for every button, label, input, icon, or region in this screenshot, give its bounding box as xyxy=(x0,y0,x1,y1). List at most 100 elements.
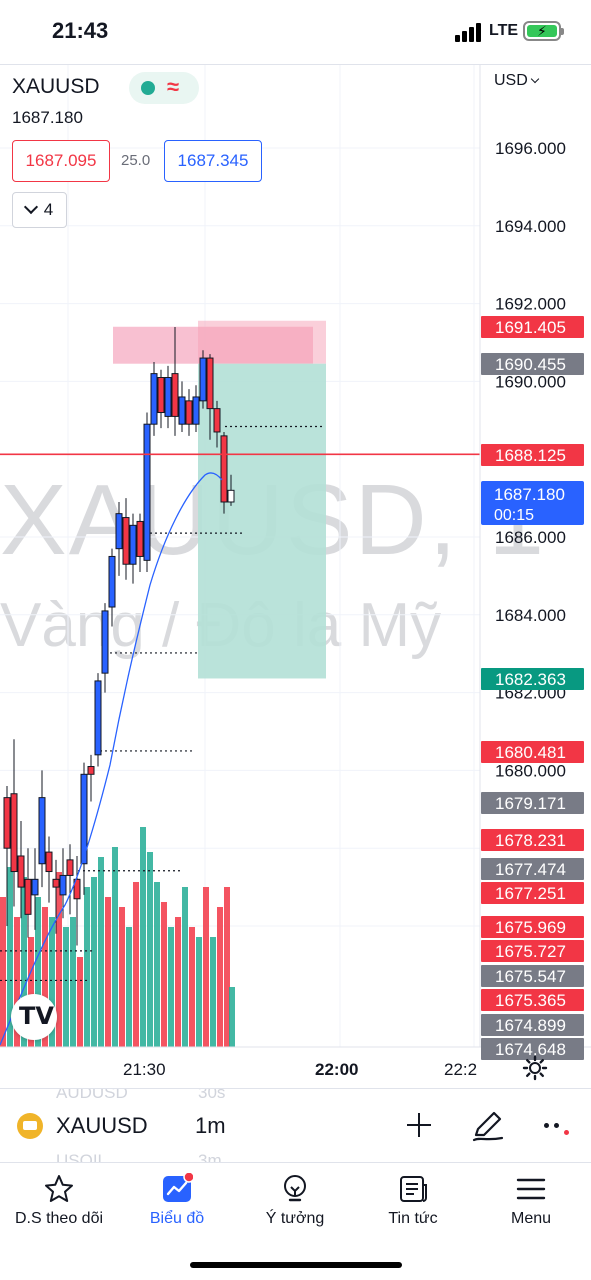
nav-watchlist-label: D.S theo dõi xyxy=(14,1210,104,1227)
delayed-data-icon: ≈ xyxy=(167,74,180,99)
drawing-tool-icon[interactable] xyxy=(470,1107,506,1143)
volume-bar xyxy=(196,937,202,1047)
candle xyxy=(227,489,235,503)
volume-bar xyxy=(0,897,6,1047)
price-label-text: 1679.171 xyxy=(495,794,566,813)
price-label-text: 1675.969 xyxy=(495,918,566,937)
candle xyxy=(122,517,130,565)
status-bar: 21:43 LTE ⚡ xyxy=(0,0,591,64)
volume-bar xyxy=(224,887,230,1047)
volume-bar xyxy=(210,937,216,1047)
menu-icon xyxy=(516,1178,546,1200)
nav-ideas-label: Ý tưởng xyxy=(265,1210,325,1227)
chart-icon xyxy=(163,1173,193,1202)
currency-label: USD xyxy=(494,72,528,89)
volume-bar xyxy=(229,987,235,1047)
nav-chart[interactable]: Biểu đồ xyxy=(118,1163,236,1243)
volume-bar xyxy=(175,917,181,1047)
price-label xyxy=(481,792,584,814)
volume-bar xyxy=(112,847,118,1047)
symbol-selector[interactable]: XAUUSD xyxy=(56,1113,148,1138)
nav-menu[interactable]: Menu xyxy=(472,1163,590,1243)
nav-ideas[interactable]: Ý tưởng xyxy=(236,1163,354,1243)
price-label xyxy=(481,882,584,904)
candle xyxy=(38,797,46,865)
volume-bar xyxy=(217,907,223,1047)
volume-bar xyxy=(154,882,160,1047)
chevron-down-icon xyxy=(23,199,38,215)
price-label xyxy=(481,316,584,338)
sell-button[interactable]: 1687.095 xyxy=(12,140,110,182)
volume-bar xyxy=(140,827,146,1047)
candle xyxy=(178,396,186,425)
nav-news-label: Tin tức xyxy=(388,1210,438,1227)
candle xyxy=(213,408,221,433)
volume-bar xyxy=(63,927,69,1047)
bottom-navigation: D.S theo dõi Biểu đồ Ý tưởng Tin tức xyxy=(0,1162,591,1280)
tradingview-logo-icon: TV xyxy=(19,1002,54,1030)
candle xyxy=(73,878,81,900)
candle xyxy=(59,874,67,896)
candle xyxy=(171,373,179,417)
price-label-text: 1680.481 xyxy=(495,743,566,762)
price-label xyxy=(481,353,584,375)
volume-bar xyxy=(49,917,55,1047)
moving-average-line xyxy=(0,472,223,1046)
symbol-last-price: 1687.180 xyxy=(12,108,83,127)
price-label-text: 1691.405 xyxy=(495,318,566,337)
candle xyxy=(185,400,193,425)
gold-icon xyxy=(17,1113,43,1139)
candle xyxy=(136,520,144,557)
nav-news[interactable]: Tin tức xyxy=(354,1163,472,1243)
time-axis-tick: 22:00 xyxy=(315,1060,358,1079)
price-axis-tick: 1684.000 xyxy=(495,606,566,625)
price-axis-tick: 1696.000 xyxy=(495,139,566,158)
time-axis-tick: 21:30 xyxy=(123,1060,166,1079)
candle xyxy=(87,766,95,775)
price-label xyxy=(481,965,584,987)
home-indicator[interactable] xyxy=(190,1262,402,1268)
candle xyxy=(220,435,228,503)
news-icon xyxy=(400,1176,427,1202)
candle xyxy=(129,524,137,565)
volume-bar xyxy=(168,927,174,1047)
price-label-text: 1675.365 xyxy=(495,991,566,1010)
status-time: 21:43 xyxy=(52,18,109,43)
gear-icon[interactable] xyxy=(522,1055,548,1081)
price-axis-tick: 1686.000 xyxy=(495,528,566,547)
volume-bar xyxy=(77,957,83,1047)
market-status-badge[interactable]: ≈ xyxy=(129,72,199,104)
candle xyxy=(115,513,123,550)
more-icon[interactable] xyxy=(540,1117,574,1137)
candle xyxy=(192,396,200,425)
timeframe-selector[interactable]: 1m xyxy=(195,1113,226,1138)
price-label-text: 1682.363 xyxy=(495,670,566,689)
currency-selector[interactable]: USD xyxy=(494,72,540,90)
volume-bar xyxy=(70,917,76,1047)
candle xyxy=(108,555,116,608)
symbol-title[interactable]: XAUUSD xyxy=(12,75,100,98)
price-label xyxy=(481,668,584,690)
countdown-text: 00:15 xyxy=(494,507,534,524)
nav-chart-label: Biểu đồ xyxy=(149,1210,205,1227)
price-axis-tick: 1680.000 xyxy=(495,761,566,780)
candle xyxy=(52,878,60,888)
volume-bar xyxy=(182,887,188,1047)
spread-value: 25.0 xyxy=(121,152,151,169)
indicators-count: 4 xyxy=(43,200,54,219)
indicators-toggle[interactable]: 4 xyxy=(12,192,67,228)
buy-button[interactable]: 1687.345 xyxy=(164,140,262,182)
stop-loss-zone xyxy=(198,320,326,364)
candle xyxy=(24,878,32,915)
add-icon[interactable] xyxy=(403,1109,435,1141)
price-label-text: 1675.547 xyxy=(495,967,566,986)
tradingview-logo[interactable]: TV xyxy=(11,994,57,1040)
candle xyxy=(45,851,53,873)
candle xyxy=(206,357,214,410)
price-label-text: 1677.474 xyxy=(495,860,566,879)
lightbulb-icon xyxy=(284,1175,306,1202)
volume-bar xyxy=(133,882,139,1047)
chart-area[interactable]: XAUUSD, 1 Vàng / Đô la Mỹ 1696.0001694.0… xyxy=(0,64,591,1088)
nav-watchlist[interactable]: D.S theo dõi xyxy=(0,1163,118,1243)
price-chart[interactable]: 1696.000 1694.000 1692.000 1690.000 1686.000… xyxy=(0,65,591,1088)
